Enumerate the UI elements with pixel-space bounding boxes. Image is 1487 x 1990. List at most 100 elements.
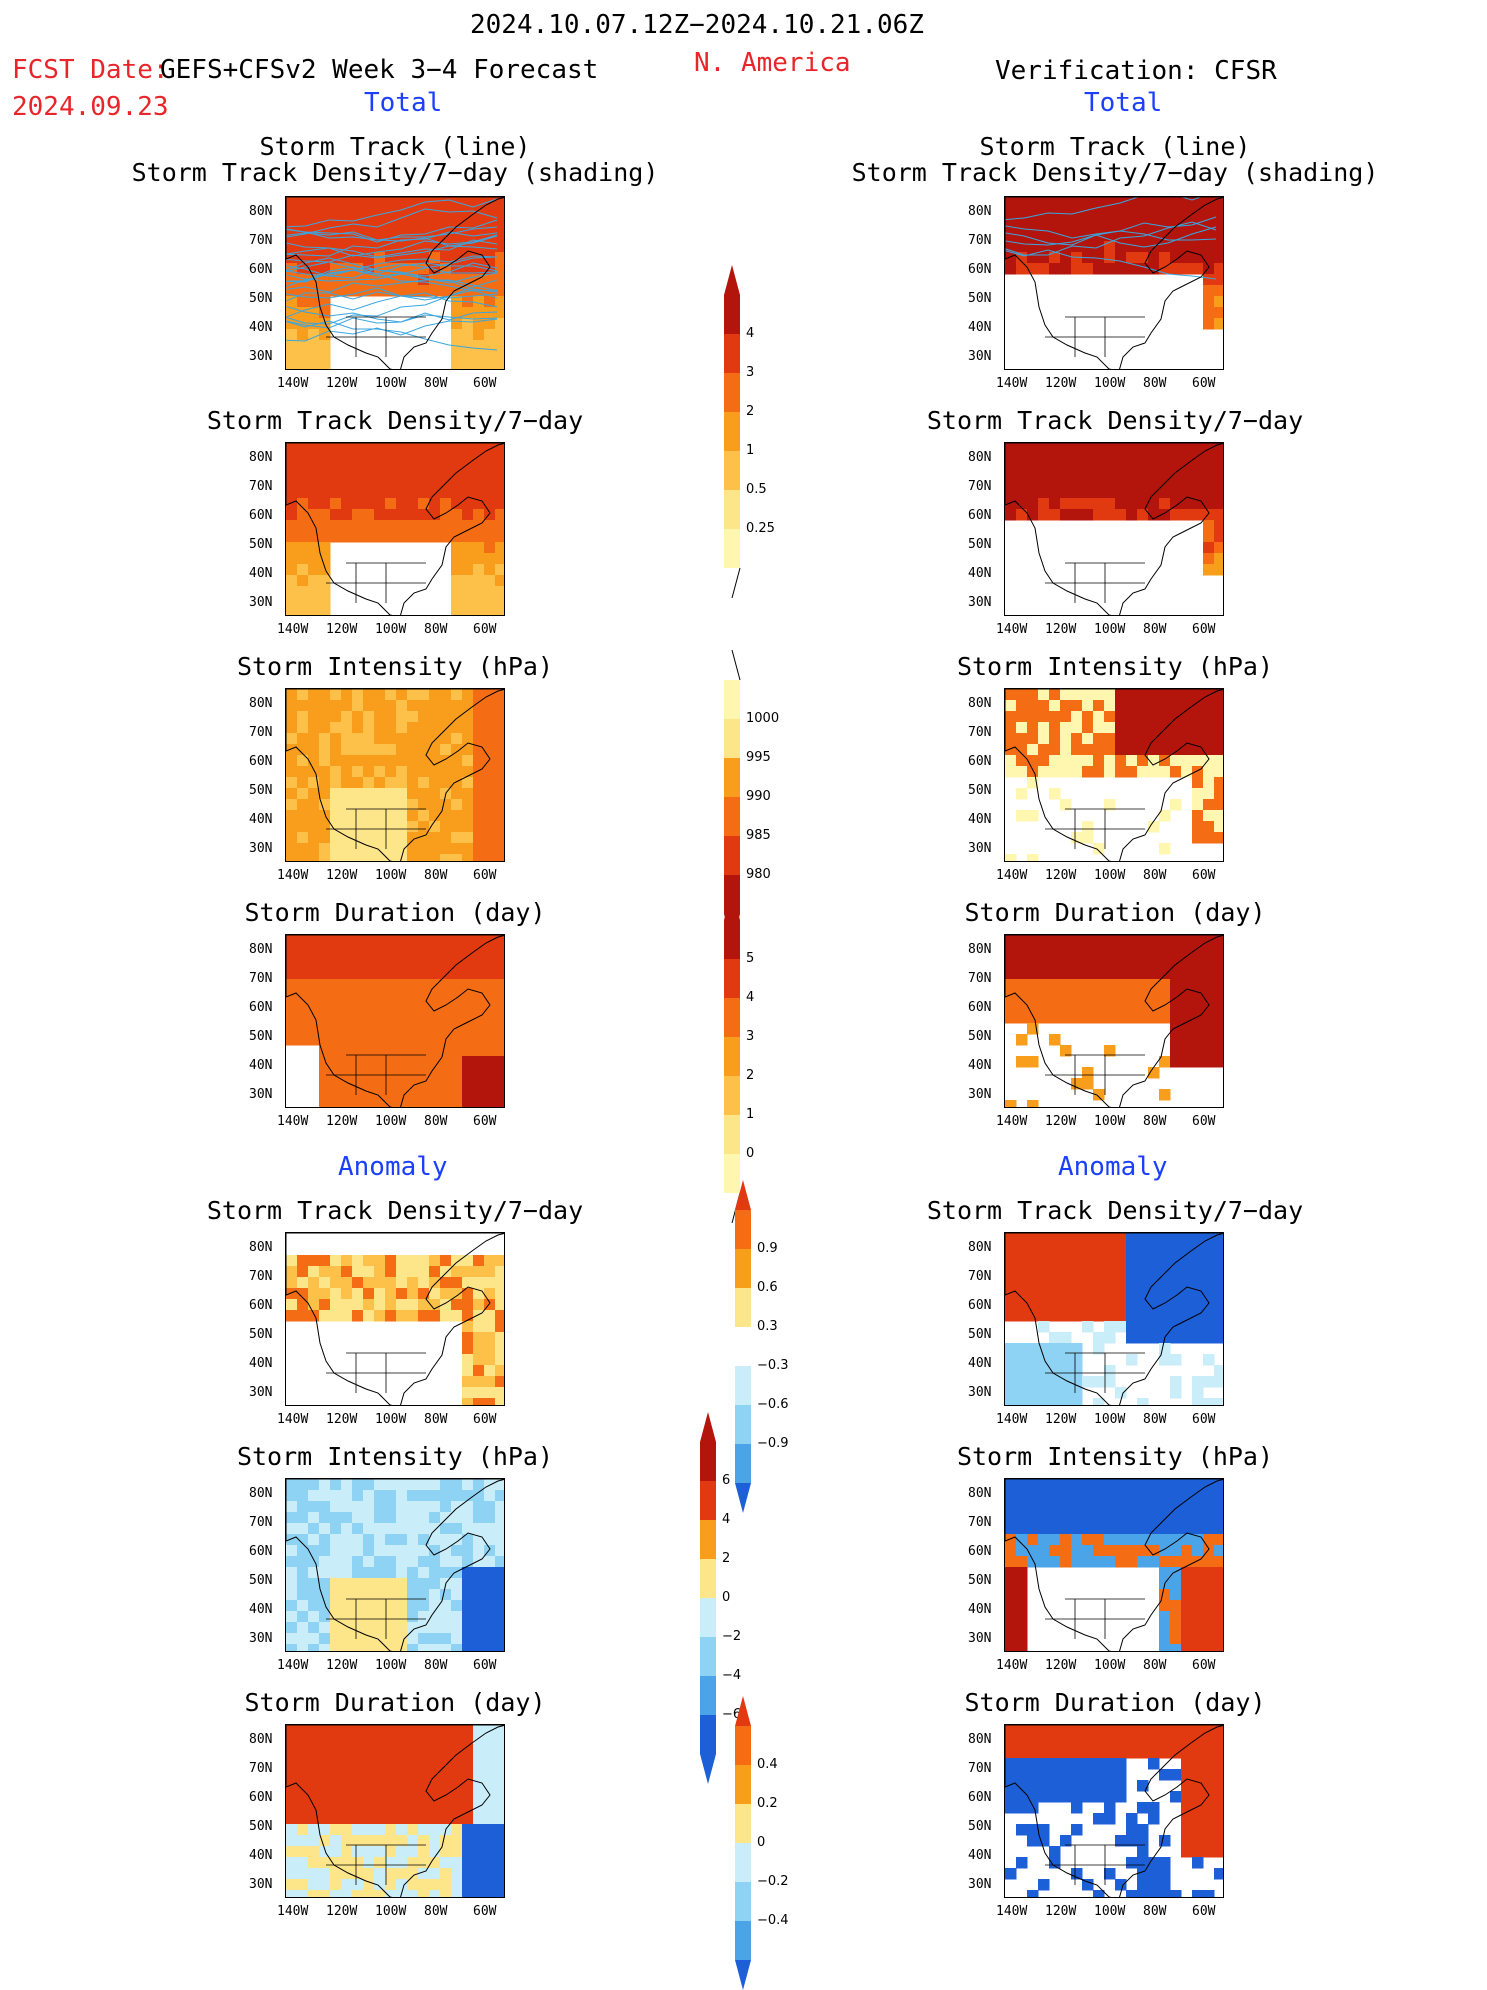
shading-cell: [451, 1479, 463, 1491]
shading-cell: [363, 1611, 375, 1623]
lat-tick-label: 70N: [249, 1269, 273, 1284]
shading-cell: [1192, 263, 1204, 275]
lat-tick-label: 40N: [249, 320, 273, 335]
shading-cell: [440, 1879, 452, 1891]
shading-cell: [1005, 957, 1017, 969]
shading-cell: [374, 733, 386, 745]
colorbar-tip: [735, 1483, 751, 1513]
shading-cell: [330, 990, 342, 1002]
shading-cell: [297, 799, 309, 811]
lat-tick-label: 60N: [968, 754, 992, 769]
shading-cell: [1148, 1067, 1160, 1079]
shading-cell: [1115, 733, 1127, 745]
shading-cell: [1005, 241, 1017, 253]
shading-cell: [1192, 476, 1204, 488]
shading-cell: [363, 1034, 375, 1046]
shading-cell: [352, 197, 364, 209]
shading-cell: [1104, 443, 1116, 455]
shading-cell: [297, 733, 309, 745]
shading-cell: [385, 230, 397, 242]
shading-cell: [484, 1567, 496, 1579]
shading-cell: [407, 1034, 419, 1046]
shading-cell: [297, 219, 309, 231]
shading-cell: [484, 1332, 496, 1344]
shading-cell: [1126, 1534, 1138, 1546]
shading-cell: [1082, 219, 1094, 231]
shading-cell: [1159, 219, 1171, 231]
shading-cell: [1170, 1523, 1182, 1535]
shading-cell: [330, 1056, 342, 1068]
shading-cell: [473, 1523, 485, 1535]
shading-cell: [1016, 1233, 1028, 1245]
shading-cell: [341, 197, 353, 209]
shading-cell: [1082, 733, 1094, 745]
shading-cell: [341, 755, 353, 767]
shading-cell: [363, 1512, 375, 1524]
shading-cell: [1192, 1490, 1204, 1502]
shading-cell: [1181, 454, 1193, 466]
shading-cell: [1192, 711, 1204, 723]
shading-cell: [308, 1266, 320, 1278]
shading-cell: [1203, 1056, 1215, 1068]
shading-cell: [1104, 1501, 1116, 1513]
shading-cell: [1137, 1310, 1149, 1322]
lat-tick-label: 50N: [249, 291, 273, 306]
shading-cell: [484, 465, 496, 477]
shading-cell: [308, 935, 320, 947]
shading-cell: [484, 1824, 496, 1836]
shading-cell: [385, 252, 397, 264]
shading-cell: [1170, 1310, 1182, 1322]
shading-cell: [297, 777, 309, 789]
shading-cell: [1181, 1725, 1193, 1737]
shading-cell: [1159, 1556, 1171, 1568]
shading-cell: [462, 1067, 474, 1079]
shading-cell: [1104, 498, 1116, 510]
shading-cell: [451, 520, 463, 532]
shading-cell: [429, 1567, 441, 1579]
shading-cell: [473, 1857, 485, 1869]
shading-cell: [1126, 711, 1138, 723]
shading-cell: [484, 1376, 496, 1388]
shading-cell: [352, 1578, 364, 1590]
shading-cell: [1060, 1835, 1072, 1847]
shading-cell: [484, 1045, 496, 1057]
shading-cell: [319, 821, 331, 833]
shading-cell: [407, 1023, 419, 1035]
shading-cell: [1027, 1233, 1039, 1245]
shading-cell: [462, 733, 474, 745]
shading-cell: [319, 1534, 331, 1546]
shading-cell: [330, 1534, 342, 1546]
shading-cell: [363, 755, 375, 767]
shading-cell: [407, 1100, 419, 1107]
shading-cell: [374, 1769, 386, 1781]
shading-cell: [1181, 946, 1193, 958]
shading-cell: [462, 766, 474, 778]
shading-cell: [1170, 766, 1182, 778]
shading-cell: [1005, 990, 1017, 1002]
shading-cell: [1027, 777, 1039, 789]
shading-cell: [352, 1310, 364, 1322]
shading-cell: [385, 1857, 397, 1869]
shading-cell: [308, 586, 320, 598]
shading-cell: [363, 1266, 375, 1278]
shading-cell: [1071, 443, 1083, 455]
shading-cell: [1115, 946, 1127, 958]
shading-cell: [286, 1479, 298, 1491]
shading-cell: [440, 197, 452, 209]
lon-tick-label: 120W: [1045, 1904, 1077, 1919]
shading-cell: [341, 443, 353, 455]
shading-cell: [429, 1802, 441, 1814]
shading-cell: [1038, 1736, 1050, 1748]
shading-cell: [1137, 1523, 1149, 1535]
shading-cell: [319, 1479, 331, 1491]
shading-cell: [1049, 1244, 1061, 1256]
shading-cell: [330, 810, 342, 822]
shading-cell: [330, 498, 342, 510]
shading-cell: [1170, 1769, 1182, 1781]
shading-cell: [341, 1012, 353, 1024]
shading-cell: [341, 744, 353, 756]
shading-cell: [1126, 252, 1138, 264]
shading-cell: [363, 1479, 375, 1491]
shading-cell: [352, 733, 364, 745]
shading-cell: [1192, 1791, 1204, 1803]
